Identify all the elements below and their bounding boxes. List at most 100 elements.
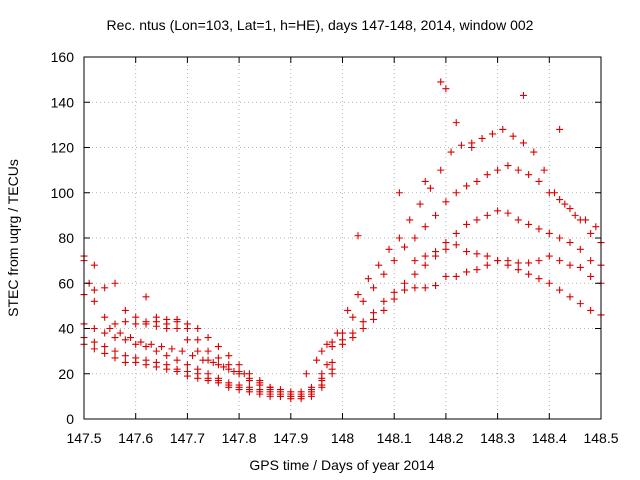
data-point [235, 386, 243, 394]
data-point [566, 239, 574, 247]
data-point [442, 245, 450, 253]
data-point [370, 309, 378, 317]
data-point [483, 252, 491, 260]
data-point [101, 343, 109, 351]
y-tick-label: 140 [51, 94, 75, 110]
series-sat-d [80, 334, 336, 400]
data-point [545, 229, 553, 237]
data-point [566, 205, 574, 213]
data-point [525, 270, 533, 278]
data-point [359, 297, 367, 305]
data-point [90, 261, 98, 269]
data-point [576, 216, 584, 224]
data-point [111, 347, 119, 355]
data-point [452, 229, 460, 237]
data-point [514, 266, 522, 274]
data-point [189, 352, 197, 360]
data-point [204, 334, 212, 342]
data-point [432, 211, 440, 219]
x-tick-label: 148.3 [480, 430, 515, 446]
data-point [566, 293, 574, 301]
data-point [385, 245, 393, 253]
data-point [297, 395, 305, 403]
data-point [121, 358, 129, 366]
x-tick-label: 147.9 [273, 430, 308, 446]
data-point [437, 166, 445, 174]
data-point [370, 315, 378, 323]
x-tick-label: 148.1 [377, 430, 412, 446]
data-point [163, 315, 171, 323]
data-point [473, 216, 481, 224]
data-point [442, 85, 450, 93]
data-point [473, 266, 481, 274]
data-point [225, 352, 233, 360]
data-point [401, 243, 409, 251]
data-point [101, 313, 109, 321]
data-point [483, 261, 491, 269]
x-tick-label: 148.2 [428, 430, 463, 446]
data-point [395, 234, 403, 242]
data-point [576, 263, 584, 271]
data-point [535, 225, 543, 233]
y-tick-label: 20 [58, 366, 74, 382]
data-point [318, 347, 326, 355]
axis-ticks [83, 56, 602, 420]
data-point [209, 358, 217, 366]
data-point [152, 322, 160, 330]
data-point [545, 279, 553, 287]
data-point [442, 198, 450, 206]
data-point [137, 338, 145, 346]
data-point [163, 352, 171, 360]
series-sat-j [328, 207, 605, 351]
data-point [452, 272, 460, 280]
data-point [478, 134, 486, 142]
data-point [525, 171, 533, 179]
data-point [163, 325, 171, 332]
data-point [395, 189, 403, 197]
data-point [592, 223, 600, 231]
data-point [101, 349, 109, 357]
data-point [344, 306, 352, 314]
data-point [390, 295, 398, 303]
data-point [514, 216, 522, 224]
data-point [525, 259, 533, 267]
data-point [463, 268, 471, 276]
data-point [587, 257, 595, 265]
data-point [354, 291, 362, 299]
data-point [426, 184, 434, 192]
data-point [90, 338, 98, 346]
series-outliers [80, 78, 564, 294]
data-point [349, 334, 357, 342]
data-point [323, 361, 331, 369]
data-point [90, 345, 98, 353]
data-point [245, 370, 253, 378]
data-point [514, 259, 522, 267]
data-point [276, 392, 284, 400]
data-point [173, 356, 181, 364]
grid-lines [84, 57, 601, 419]
data-point [535, 275, 543, 283]
x-tick-label: 147.5 [66, 430, 101, 446]
data-point [421, 223, 429, 231]
data-point [504, 261, 512, 269]
data-point [380, 270, 388, 278]
data-point [370, 284, 378, 292]
data-point [421, 252, 429, 260]
series-sat-a [80, 257, 326, 396]
y-tick-label: 80 [58, 230, 74, 246]
data-point [132, 313, 140, 321]
data-point [106, 325, 114, 332]
data-point [556, 234, 564, 242]
data-point [168, 345, 176, 353]
series-sat-b [80, 291, 331, 398]
data-point [183, 372, 191, 380]
data-point [178, 347, 186, 355]
data-point [509, 132, 517, 140]
data-point [313, 356, 321, 364]
data-point [204, 347, 212, 355]
data-point [318, 383, 326, 391]
data-point [302, 370, 310, 378]
data-point [468, 144, 476, 151]
data-point [535, 177, 543, 185]
y-tick-label: 160 [51, 49, 75, 65]
